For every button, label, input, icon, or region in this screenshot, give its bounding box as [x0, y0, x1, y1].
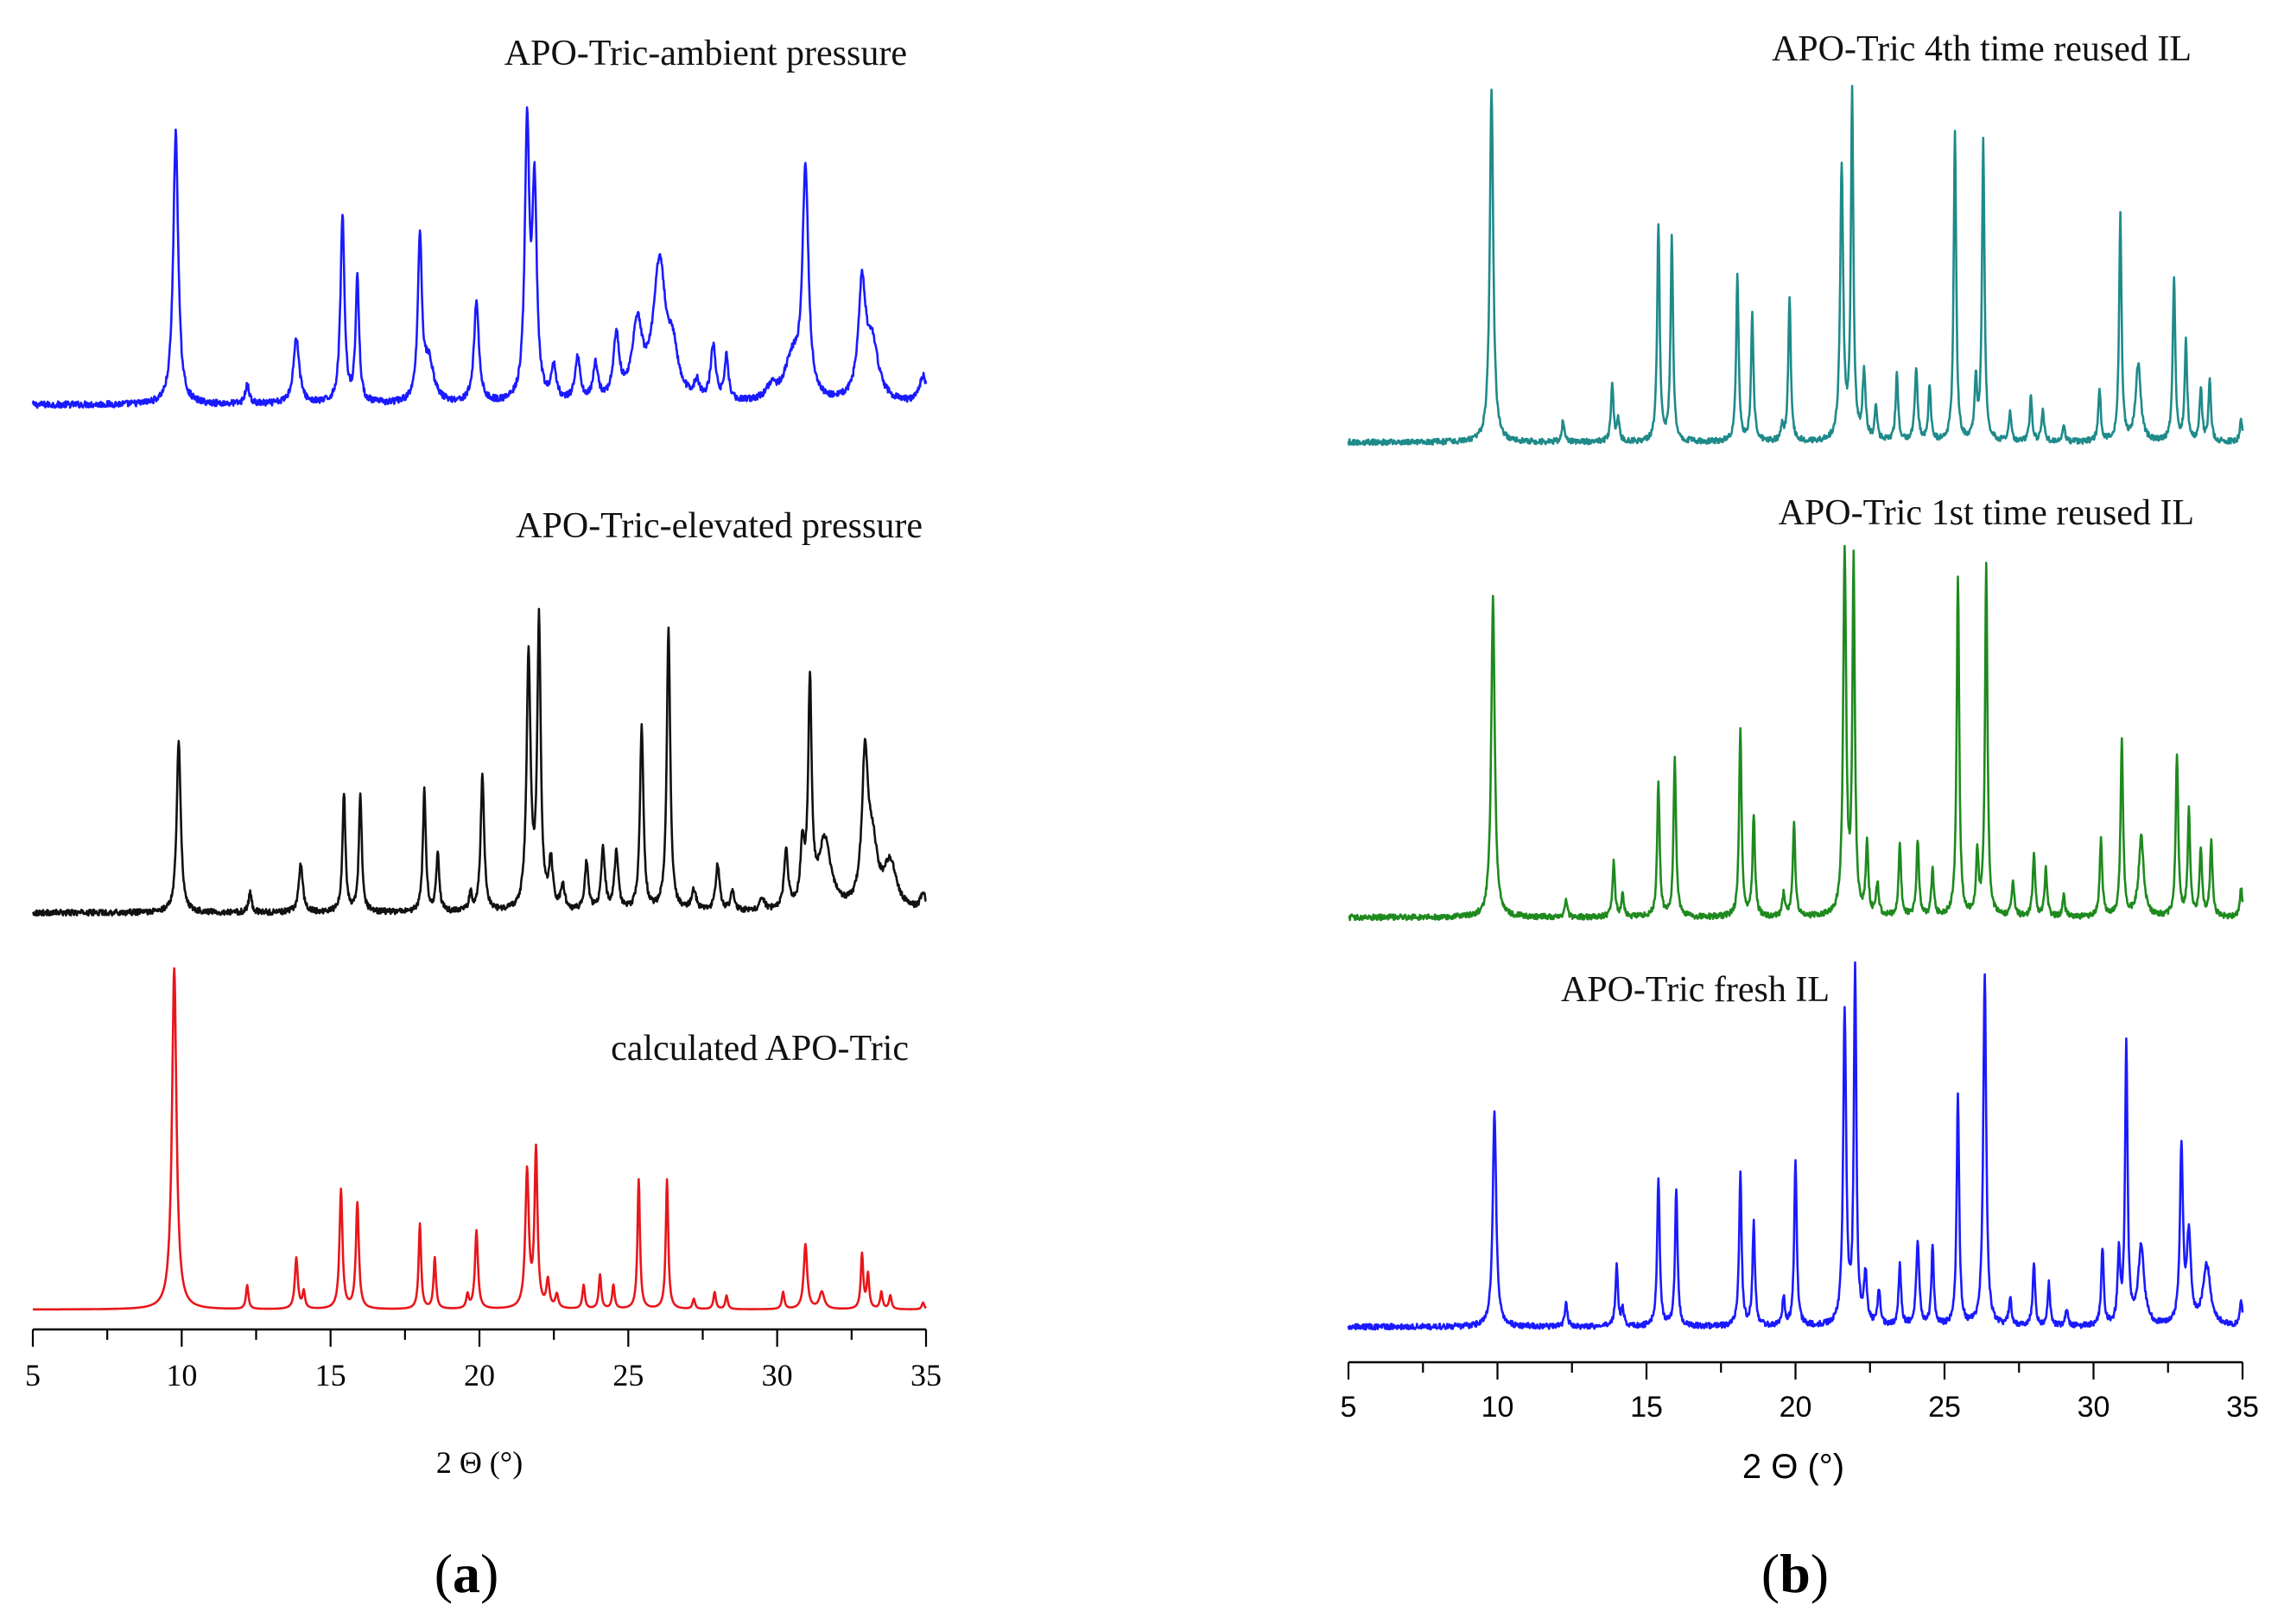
x-tick-label-30: 30 — [762, 1358, 793, 1392]
series-label-apo-tric-fresh-il: APO-Tric fresh IL — [1561, 970, 1830, 1010]
x-axis-title: 2 Θ (°) — [436, 1445, 523, 1480]
series-line-calculated-apo-tric — [32, 967, 927, 1311]
x-tick-label-5: 5 — [25, 1358, 41, 1392]
series-line-apo-tric-elevated-pressure — [32, 607, 927, 917]
x-tick-label-35: 35 — [2226, 1391, 2259, 1424]
panel-label-a: (a) — [435, 1543, 499, 1604]
series-line-apo-tric-fresh-il — [1347, 961, 2244, 1331]
panel-label-letter: a — [453, 1543, 480, 1604]
panel-a: APO-Tric-ambient pressure APO-Tric-elevat… — [25, 34, 942, 1604]
panel-label-open-paren: ( — [435, 1543, 453, 1604]
x-tick-label-15: 15 — [1630, 1391, 1663, 1424]
series-label-calculated-apo-tric: calculated APO-Tric — [611, 1029, 909, 1069]
series-label-apo-tric-4th-time-reused-il: APO-Tric 4th time reused IL — [1772, 29, 2192, 69]
panel-label-close-paren: ) — [480, 1543, 498, 1604]
x-tick-label-10: 10 — [1481, 1391, 1514, 1424]
panel-b: APO-Tric 4th time reused IL APO-Tric 1st … — [1341, 29, 2259, 1604]
x-tick-label-35: 35 — [910, 1358, 942, 1392]
x-tick-label-5: 5 — [1341, 1391, 1357, 1424]
x-tick-label-15: 15 — [315, 1358, 346, 1392]
series-label-apo-tric-ambient-pressure: APO-Tric-ambient pressure — [504, 34, 907, 73]
x-axis-title: 2 Θ (°) — [1742, 1448, 1844, 1486]
panel-label-open-paren: ( — [1761, 1543, 1780, 1604]
panel-label-letter: b — [1780, 1543, 1811, 1604]
series-label-apo-tric-elevated-pressure: APO-Tric-elevated pressure — [516, 506, 923, 546]
x-tick-label-20: 20 — [1780, 1391, 1812, 1424]
series-label-apo-tric-1st-time-reused-il: APO-Tric 1st time reused IL — [1779, 493, 2194, 533]
x-tick-label-20: 20 — [464, 1358, 495, 1392]
series-line-apo-tric-4th-time-reused-il — [1347, 85, 2244, 447]
x-tick-label-25: 25 — [612, 1358, 644, 1392]
panel-label-b: (b) — [1761, 1543, 1829, 1604]
series-line-apo-tric-1st-time-reused-il — [1348, 544, 2244, 922]
x-tick-label-10: 10 — [166, 1358, 197, 1392]
panel-label-close-paren: ) — [1811, 1543, 1829, 1604]
series-line-apo-tric-ambient-pressure — [31, 106, 928, 409]
x-tick-label-25: 25 — [1928, 1391, 1961, 1424]
x-tick-label-30: 30 — [2078, 1391, 2110, 1424]
